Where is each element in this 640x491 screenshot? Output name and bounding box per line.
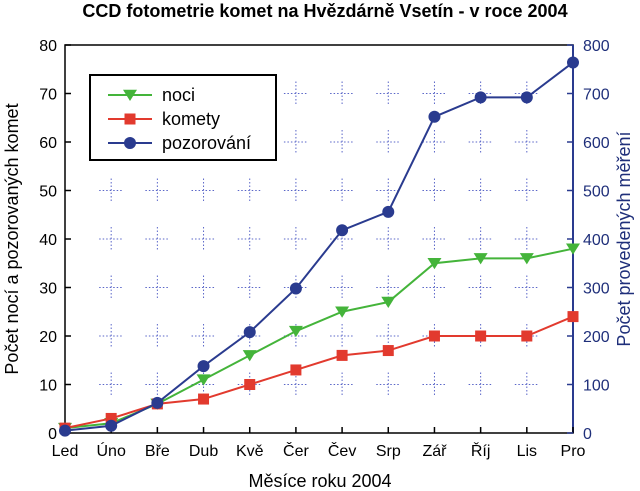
y-tick-label-right: 700 <box>583 87 610 104</box>
series-0 <box>58 243 580 435</box>
data-point <box>198 393 210 405</box>
series-1 <box>59 311 579 434</box>
y-axis-right: 0 100 200 300 400 500 600 700 800 <box>567 38 610 443</box>
legend-item: pozorování <box>108 133 251 153</box>
x-tick-label: Úno <box>97 441 126 460</box>
y-tick-label-left: 20 <box>39 329 57 346</box>
x-tick-label: Lis <box>517 443 537 460</box>
x-tick-label: Říj <box>471 441 491 460</box>
x-axis: Led Úno Bře Dub Kvě Čer Čev Srp Zář Říj Lis Pro <box>52 427 586 460</box>
data-point <box>521 330 533 342</box>
y-tick-label-left: 80 <box>39 38 57 55</box>
legend-item: noci <box>108 85 195 105</box>
x-tick-label: Čev <box>328 441 356 460</box>
legend-item: komety <box>108 109 220 129</box>
series-line <box>64 61 574 432</box>
data-point <box>336 224 349 237</box>
x-tick-label: Pro <box>561 443 586 460</box>
y-tick-label-right: 800 <box>583 38 610 55</box>
data-point <box>520 91 533 104</box>
y-axis-label-left: Počet nocí a pozorovaných komet <box>2 103 22 374</box>
data-point <box>519 253 534 265</box>
data-point <box>289 282 302 295</box>
y-tick-label-right: 200 <box>583 329 610 346</box>
data-point <box>151 396 164 409</box>
chart-title: CCD fotometrie komet na Hvězdárně Vsetín… <box>82 1 567 21</box>
legend-label: komety <box>162 109 220 129</box>
y-tick-label-left: 40 <box>39 232 57 249</box>
legend-box <box>89 74 277 161</box>
y-tick-label-left: 60 <box>39 135 57 152</box>
data-point <box>197 360 210 373</box>
series-layer <box>58 56 580 437</box>
y-tick-label-left: 0 <box>48 426 57 443</box>
x-tick-label: Dub <box>189 443 218 460</box>
y-tick-label-right: 400 <box>583 232 610 249</box>
data-point <box>567 56 579 69</box>
data-point <box>288 325 303 338</box>
x-axis-label: Měsíce roku 2004 <box>248 471 391 491</box>
y-tick-label-left: 50 <box>39 184 57 201</box>
data-point <box>196 374 211 386</box>
data-point <box>335 306 350 318</box>
y-tick-label-right: 0 <box>583 426 592 443</box>
data-point <box>428 110 441 123</box>
legend-marker <box>124 113 136 125</box>
y-tick-label-right: 500 <box>583 184 610 201</box>
data-point <box>336 349 348 361</box>
y-tick-label-right: 100 <box>583 378 610 395</box>
series-line <box>64 247 574 430</box>
data-point <box>382 345 394 357</box>
y-tick-label-right: 300 <box>583 281 610 298</box>
y-axis-label-right: Počet provedených měření <box>614 131 634 346</box>
x-tick-label: Čer <box>283 441 309 460</box>
data-point <box>243 326 256 339</box>
y-tick-label-left: 10 <box>39 378 57 395</box>
legend-label: noci <box>162 85 195 105</box>
data-point <box>427 258 442 270</box>
data-point <box>382 205 395 218</box>
data-point <box>475 330 487 342</box>
x-tick-label: Srp <box>376 443 401 460</box>
x-tick-label: Kvě <box>236 443 264 460</box>
data-point <box>566 243 580 255</box>
y-tick-label-left: 30 <box>39 281 57 298</box>
x-tick-label: Zář <box>422 443 447 460</box>
legend-label: pozorování <box>162 133 251 153</box>
y-axis-left: 0 10 20 30 40 50 60 70 80 <box>39 38 71 443</box>
legend-marker <box>123 89 137 101</box>
data-point <box>244 379 256 390</box>
legend: noci komety pozorování <box>89 74 277 161</box>
x-tick-label: Bře <box>145 443 170 460</box>
data-point <box>105 419 118 432</box>
data-point <box>59 424 71 437</box>
data-point <box>474 91 487 104</box>
legend-marker <box>124 137 136 149</box>
y-tick-label-right: 600 <box>583 135 610 152</box>
series-2 <box>59 56 579 437</box>
data-point <box>473 253 488 265</box>
x-tick-label: Led <box>52 443 79 460</box>
data-point <box>567 311 579 323</box>
data-point <box>242 350 257 362</box>
data-point <box>428 330 440 342</box>
data-point <box>105 412 117 424</box>
y-tick-label-left: 70 <box>39 87 57 104</box>
data-point <box>381 296 396 308</box>
data-point <box>290 364 302 376</box>
